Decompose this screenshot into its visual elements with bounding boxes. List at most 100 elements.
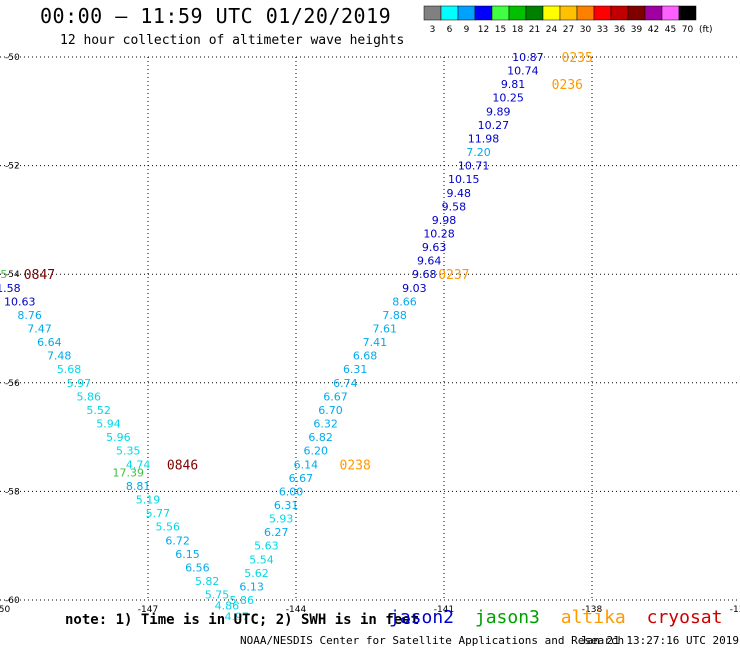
wave-height-label: 5.19: [136, 494, 161, 507]
colorbar-tick-label: 18: [512, 25, 524, 35]
wave-height-label: 5.97: [67, 377, 92, 390]
wave-height-label: 6.68: [353, 350, 378, 363]
colorbar-tick-label: 3: [430, 25, 436, 35]
wave-height-label: 5.94: [96, 418, 121, 431]
wave-height-label: 6.64: [37, 336, 62, 349]
wave-height-label: 5.62: [244, 567, 269, 580]
color-scale-bar: 3 6 9 12 15 18 21 24 27 30 33 36 39 42 45 70 (ft): [423, 5, 713, 35]
colorbar-tick-label: 30: [580, 25, 592, 35]
colorbar-tick-label: 36: [614, 25, 626, 35]
wave-height-label: 6.27: [264, 526, 289, 539]
wave-height-label: 9.58: [442, 200, 467, 213]
wave-height-label: 5.75: [205, 589, 230, 602]
wave-height-label: 11.98: [468, 132, 500, 145]
time-label: 0846: [167, 458, 198, 473]
wave-height-label: 5.82: [195, 575, 220, 588]
wave-height-label: 10.71: [458, 160, 490, 173]
wave-height-label: 9.81: [501, 78, 526, 91]
wave-height-label: 7.61: [373, 323, 398, 336]
wave-height-label: 5.93: [269, 513, 294, 526]
legend-cryosat: cryosat: [646, 607, 723, 628]
wave-height-label: 9.64: [417, 255, 442, 268]
colorbar-tick-label: 15: [495, 25, 506, 35]
colorbar-tick-label: 6: [447, 25, 453, 35]
wave-height-label: 9.03: [402, 282, 427, 295]
colorbar-tick-label: 12: [478, 25, 489, 35]
wave-height-label: 9.68: [412, 268, 437, 281]
wave-height-label: 6.20: [303, 445, 328, 458]
wave-height-label: 8.81: [126, 480, 151, 493]
chart-title: 00:00 – 11:59 UTC 01/20/2019: [40, 4, 392, 28]
credit-line: NOAA/NESDIS Center for Satellite Applica…: [240, 634, 625, 647]
wave-height-label: 4.86: [215, 599, 240, 612]
satellite-legend: jason2 jason3 altika cryosat s3a: [389, 607, 740, 628]
x-tick-label: -150: [0, 605, 10, 615]
wave-height-label: 9.98: [432, 214, 457, 227]
wave-height-label: 5.35: [116, 445, 141, 458]
wave-height-label: 5.86: [77, 390, 102, 403]
time-label: 0236: [552, 78, 583, 93]
chart-subtitle: 12 hour collection of altimeter wave hei…: [60, 33, 405, 48]
wave-height-label: 6.70: [318, 404, 343, 417]
wave-height-label: 5.77: [146, 507, 171, 520]
x-tick-label: -144: [286, 605, 307, 615]
generation-timestamp: Jan 21 13:27:16 UTC 2019: [580, 634, 739, 647]
wave-height-label: 17.39: [113, 466, 145, 479]
wave-height-label: 5.86: [229, 594, 254, 607]
wave-height-label: 9.89: [486, 105, 511, 118]
data-labels-layer: 2.4511.5810.638.767.476.647.485.685.975.…: [0, 51, 544, 620]
colorbar-tick-label: 39: [631, 25, 643, 35]
x-tick-label: -147: [138, 605, 158, 615]
wave-height-label: 11.58: [0, 282, 21, 295]
wave-height-label: 6.67: [289, 472, 314, 485]
wave-height-label: 6.14: [294, 458, 319, 471]
colorbar-swatch: [678, 5, 697, 21]
x-tick-label: -135: [730, 605, 740, 615]
y-tick-label: -58: [5, 487, 20, 497]
wave-height-label: 7.47: [27, 323, 52, 336]
wave-height-label: 5.54: [249, 553, 274, 566]
x-tick-label: -141: [434, 605, 454, 615]
wave-height-label: 10.87: [512, 51, 544, 64]
wave-height-label: 10.28: [423, 227, 455, 240]
colorbar-tick-label: 27: [563, 25, 574, 35]
wave-height-label: 7.48: [47, 350, 72, 363]
wave-height-label: 8.66: [392, 295, 417, 308]
axis-layer: -150 -147 -144 -141 -138 -135 -50 -52 -54 -56 -58 -…: [0, 53, 740, 615]
units-note: note: 1) Time is in UTC; 2) SWH is in fe…: [65, 612, 420, 628]
wave-height-label: 6.82: [308, 431, 333, 444]
wave-height-label: 10.63: [4, 295, 36, 308]
wave-height-label: 5.96: [106, 431, 131, 444]
altimeter-plot: -150 -147 -144 -141 -138 -135 -50 -52 -54 -56 -58 -…: [0, 51, 740, 620]
x-tick-label: -138: [582, 605, 603, 615]
wave-height-label: 6.00: [279, 485, 304, 498]
wave-height-label: 6.31: [343, 363, 368, 376]
wave-height-label: 6.74: [333, 377, 358, 390]
wave-height-label: 4.97: [225, 610, 250, 620]
wave-height-label: 5.63: [254, 540, 279, 553]
legend-altika: altika: [560, 607, 626, 628]
wave-height-label: 5.52: [86, 404, 111, 417]
wave-height-label: 5.56: [155, 521, 180, 534]
colorbar-tick-label: 33: [597, 25, 608, 35]
wave-height-label: 6.72: [165, 534, 190, 547]
wave-height-label: 2.45: [0, 268, 7, 281]
y-tick-label: -54: [5, 270, 20, 280]
colorbar-tick-label: 21: [529, 25, 540, 35]
time-label: 0847: [24, 268, 55, 283]
grid-layer: [0, 56, 740, 601]
wave-height-label: 6.32: [313, 418, 338, 431]
colorbar-tick-label: 42: [648, 25, 659, 35]
wave-height-label: 6.15: [175, 548, 200, 561]
wave-height-label: 10.27: [478, 119, 510, 132]
wave-height-label: 10.74: [507, 65, 539, 78]
colorbar-tick-label: 45: [665, 25, 676, 35]
colorbar-tick-label: 9: [464, 25, 470, 35]
colorbar-tick-label: 24: [546, 25, 558, 35]
time-label: 0235: [562, 51, 593, 66]
y-tick-label: -56: [5, 379, 20, 389]
y-tick-label: -52: [5, 162, 20, 172]
colorbar-unit-label: (ft): [699, 25, 713, 35]
wave-height-label: 6.56: [185, 561, 210, 574]
wave-height-label: 8.76: [17, 309, 42, 322]
